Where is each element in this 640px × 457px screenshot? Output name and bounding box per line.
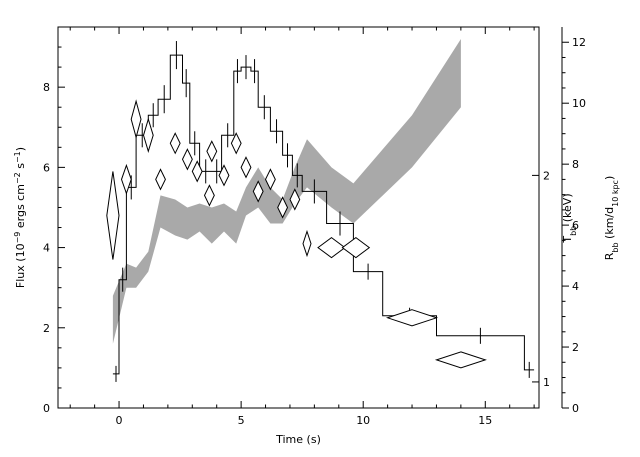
temperature-diamond (341, 236, 371, 259)
temperature-diamond (169, 132, 181, 155)
radius-tick-label: 8 (572, 158, 579, 171)
radius-tick-label: 12 (572, 36, 586, 49)
temperature-diamond (218, 164, 230, 187)
radius-tick-label: 6 (572, 219, 579, 232)
temperature-diamond (302, 229, 312, 258)
radius-axis-label: Rbb (km/d10 kpc) (603, 176, 620, 261)
flux-histogram-line (112, 54, 535, 375)
temperature-diamond (142, 117, 154, 154)
temperature-diamond (155, 168, 166, 191)
temperature-diamond (106, 171, 120, 260)
temperature-diamond (386, 309, 439, 327)
temperature-diamond (264, 168, 276, 191)
radius-band (112, 39, 461, 344)
temperature-diamond (317, 236, 346, 259)
temperature-diamond (181, 148, 193, 171)
y-tick-label: 8 (43, 81, 50, 94)
temperature-diamond (230, 132, 242, 155)
temperature-diamond (434, 351, 487, 369)
temperature-diamond (206, 140, 218, 163)
temperature-diamond (130, 99, 142, 140)
temperature-diamond (191, 160, 203, 183)
temperature-diamond (252, 180, 264, 203)
temperature-diamond (203, 184, 215, 207)
y-tick-label: 2 (43, 322, 50, 335)
temperature-diamond (289, 188, 301, 211)
x-tick-label: 10 (356, 414, 370, 427)
y-tick-label: 4 (43, 242, 50, 255)
y-tick-label: 6 (43, 161, 50, 174)
radius-tick-label: 0 (572, 402, 579, 415)
x-tick-label: 0 (116, 414, 123, 427)
x-tick-label: 5 (238, 414, 245, 427)
radius-tick-label: 2 (572, 341, 579, 354)
x-tick-label: 15 (478, 414, 492, 427)
temperature-tick-label: 2 (543, 169, 550, 182)
radius-tick-label: 10 (572, 97, 586, 110)
temperature-diamond (120, 163, 132, 195)
temperature-diamond (277, 196, 289, 219)
radius-tick-label: 4 (572, 280, 579, 293)
temperature-tick-label: 1 (543, 376, 550, 389)
plot-frame (57, 26, 540, 409)
y-tick-label: 0 (43, 402, 50, 415)
x-axis-label: Time (s) (275, 433, 321, 446)
temperature-axis-label: Tbb (keV) (561, 193, 578, 243)
y-axis-label: Flux (10−9 ergs cm−2 s−1) (13, 147, 28, 288)
temperature-diamond (240, 156, 252, 179)
